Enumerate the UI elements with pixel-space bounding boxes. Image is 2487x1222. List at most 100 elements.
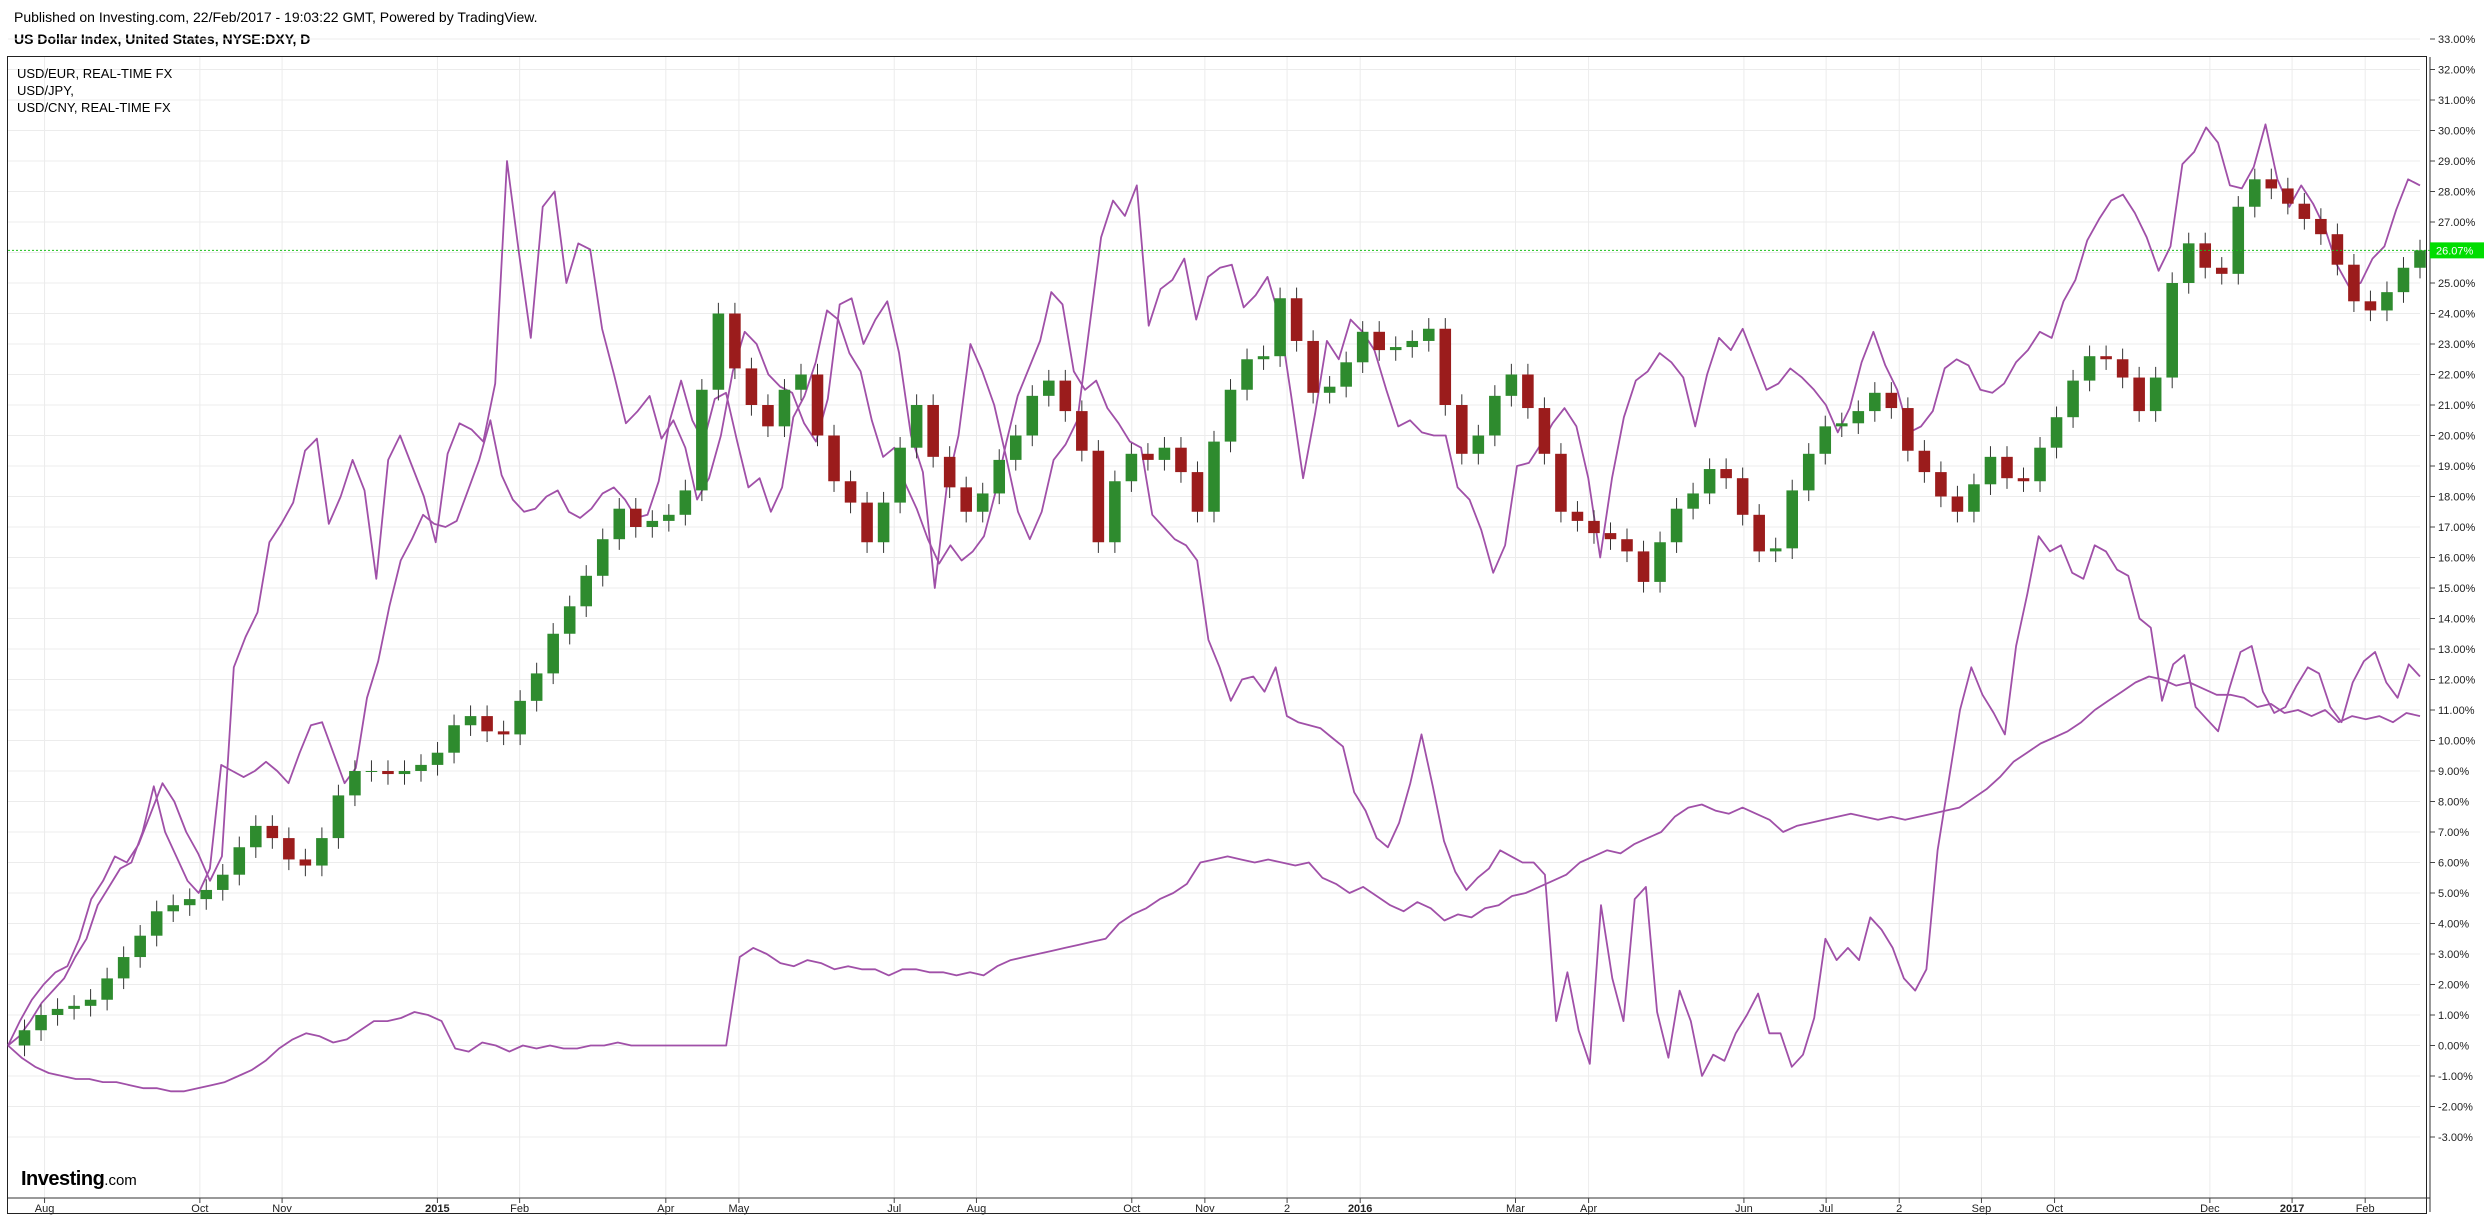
candle[interactable] <box>1142 443 1154 471</box>
candle[interactable] <box>1703 458 1716 505</box>
candle[interactable] <box>35 1004 47 1041</box>
series-line-usd-cny[interactable] <box>7 675 2421 1093</box>
candle[interactable] <box>1852 400 1865 434</box>
candle[interactable] <box>2133 366 2145 422</box>
candle[interactable] <box>2215 257 2228 285</box>
candle[interactable] <box>398 760 411 785</box>
candle[interactable] <box>200 879 213 910</box>
candle[interactable] <box>1869 382 1881 422</box>
candle[interactable] <box>2050 406 2063 459</box>
candle[interactable] <box>1456 394 1468 465</box>
candle[interactable] <box>2182 232 2195 294</box>
candle[interactable] <box>828 424 840 492</box>
candle[interactable] <box>51 998 64 1026</box>
candle[interactable] <box>481 705 493 743</box>
candle[interactable] <box>877 491 890 553</box>
candle[interactable] <box>18 1019 31 1057</box>
candle[interactable] <box>2034 437 2046 492</box>
candle[interactable] <box>1290 287 1303 352</box>
candle[interactable] <box>233 836 246 886</box>
series-line-usd-eur[interactable] <box>7 123 2421 1046</box>
candle[interactable] <box>1687 482 1699 520</box>
candle[interactable] <box>1026 385 1039 447</box>
candle[interactable] <box>596 528 609 587</box>
series-line-usd-jpy[interactable] <box>7 291 2421 1077</box>
candle[interactable] <box>1720 458 1732 489</box>
candle[interactable] <box>844 470 857 514</box>
legend-item-usd-cny[interactable]: USD/CNY, REAL-TIME FX <box>17 100 171 115</box>
candle[interactable] <box>993 449 1006 505</box>
candle[interactable] <box>1323 376 1336 404</box>
candle[interactable] <box>762 394 774 438</box>
candle[interactable] <box>2298 193 2311 230</box>
candle[interactable] <box>1043 369 1055 407</box>
candle[interactable] <box>299 848 312 877</box>
candle[interactable] <box>382 760 394 785</box>
candle[interactable] <box>2232 196 2245 285</box>
candle[interactable] <box>1621 528 1633 563</box>
candle[interactable] <box>1819 415 1832 465</box>
candle[interactable] <box>150 900 163 947</box>
candle[interactable] <box>2100 345 2112 370</box>
candle[interactable] <box>1588 510 1600 544</box>
candle[interactable] <box>514 690 526 746</box>
candle[interactable] <box>910 394 923 459</box>
candle[interactable] <box>1918 440 1931 483</box>
candle[interactable] <box>530 662 543 712</box>
candle[interactable] <box>84 989 97 1017</box>
candle[interactable] <box>2265 168 2278 200</box>
legend-item-usd-jpy[interactable]: USD/JPY, <box>17 83 74 98</box>
candle[interactable] <box>2348 254 2360 312</box>
candle[interactable] <box>663 504 675 532</box>
candle[interactable] <box>778 379 791 438</box>
candle[interactable] <box>1059 369 1072 422</box>
candle[interactable] <box>1489 385 1501 447</box>
candle[interactable] <box>1984 446 1997 495</box>
candle[interactable] <box>2331 223 2344 276</box>
candle[interactable] <box>2083 345 2096 392</box>
candle[interactable] <box>2116 348 2129 389</box>
candle[interactable] <box>134 925 146 968</box>
candle[interactable] <box>1654 531 1666 593</box>
candle[interactable] <box>1604 522 1617 550</box>
candle[interactable] <box>1009 424 1022 471</box>
candle[interactable] <box>613 498 626 550</box>
candle[interactable] <box>1092 440 1105 553</box>
candle[interactable] <box>943 446 956 499</box>
candle[interactable] <box>1274 287 1286 367</box>
candle[interactable] <box>1076 400 1088 462</box>
candle[interactable] <box>2397 257 2410 303</box>
candle[interactable] <box>1637 540 1650 593</box>
candle[interactable] <box>2166 272 2178 389</box>
candle[interactable] <box>2282 177 2294 215</box>
candle[interactable] <box>1224 379 1237 453</box>
candle[interactable] <box>960 476 972 523</box>
candle[interactable] <box>1422 318 1435 352</box>
candle[interactable] <box>894 437 906 514</box>
candle[interactable] <box>2315 208 2327 245</box>
candle[interactable] <box>464 705 477 736</box>
candle[interactable] <box>1406 330 1419 358</box>
candle[interactable] <box>1340 351 1352 398</box>
candle[interactable] <box>1968 473 1980 523</box>
legend-item-usd-eur[interactable]: USD/EUR, REAL-TIME FX <box>17 66 173 81</box>
candle[interactable] <box>1373 321 1385 361</box>
candle[interactable] <box>1472 424 1485 465</box>
candle[interactable] <box>1885 382 1898 419</box>
candle[interactable] <box>216 864 229 901</box>
candle[interactable] <box>1670 498 1683 553</box>
candle[interactable] <box>1736 467 1749 526</box>
candle[interactable] <box>2017 467 2030 492</box>
candle[interactable] <box>580 565 593 617</box>
candle[interactable] <box>795 363 807 401</box>
candle[interactable] <box>1505 363 1518 407</box>
candle[interactable] <box>927 394 939 468</box>
candle[interactable] <box>497 720 510 746</box>
candle[interactable] <box>563 595 576 645</box>
candle[interactable] <box>696 379 708 502</box>
candle[interactable] <box>629 498 642 538</box>
candle[interactable] <box>1753 504 1765 563</box>
candle[interactable] <box>712 302 725 401</box>
candle[interactable] <box>1175 437 1187 483</box>
